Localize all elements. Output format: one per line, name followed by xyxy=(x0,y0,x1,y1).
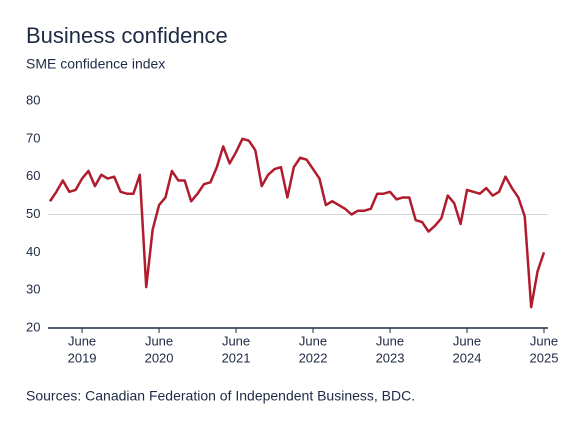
y-tick-label: 50 xyxy=(26,206,40,221)
source-note: Sources: Canadian Federation of Independ… xyxy=(26,388,415,404)
x-tick-sublabel: 2025 xyxy=(530,350,559,365)
x-tick-label: June xyxy=(145,333,173,348)
x-tick-label: June xyxy=(376,333,404,348)
chart-title: Business confidence xyxy=(26,23,228,48)
x-tick-sublabel: 2023 xyxy=(376,350,405,365)
x-tick-label: June xyxy=(68,333,96,348)
line-series xyxy=(48,137,546,309)
y-tick-label: 40 xyxy=(26,244,40,259)
chart-subtitle: SME confidence index xyxy=(26,56,165,72)
x-tick-sublabel: 2022 xyxy=(299,350,328,365)
x-tick-sublabel: 2024 xyxy=(453,350,482,365)
y-tick-label: 80 xyxy=(26,92,40,107)
x-tick-label: June xyxy=(299,333,327,348)
x-tick-sublabel: 2021 xyxy=(222,350,251,365)
x-tick-sublabel: 2019 xyxy=(68,350,97,365)
x-tick-label: June xyxy=(530,333,558,348)
x-tick-label: June xyxy=(453,333,481,348)
y-tick-label: 20 xyxy=(26,319,40,334)
x-tick-sublabel: 2020 xyxy=(145,350,174,365)
x-tick-label: June xyxy=(222,333,250,348)
y-tick-label: 70 xyxy=(26,130,40,145)
y-tick-label: 30 xyxy=(26,282,40,297)
y-tick-label: 60 xyxy=(26,168,40,183)
